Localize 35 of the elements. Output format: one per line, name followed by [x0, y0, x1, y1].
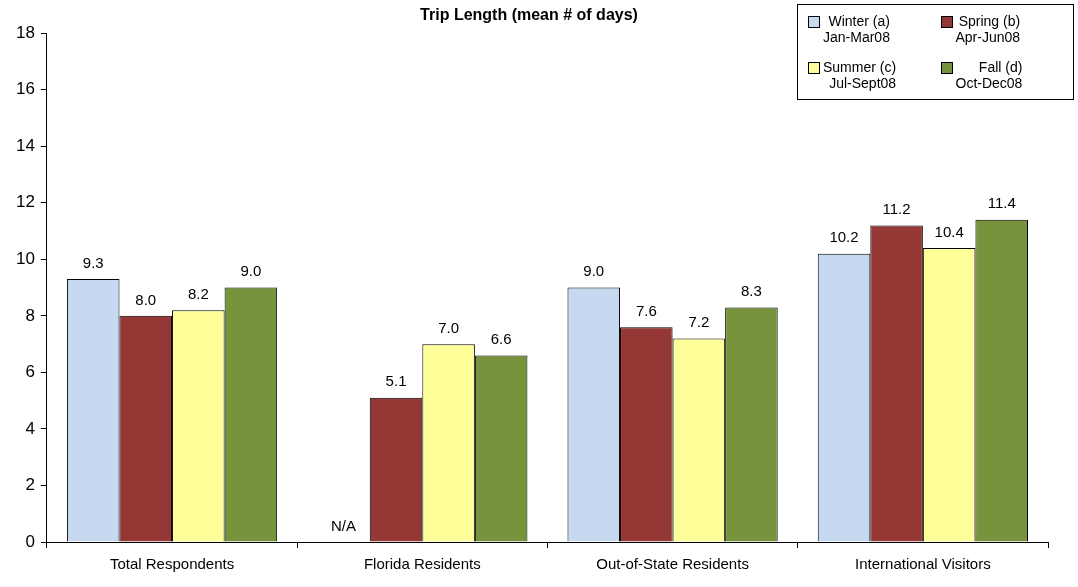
data-label: 10.4 — [934, 222, 964, 240]
y-tick-label: 6 — [25, 362, 35, 382]
x-tick-label: Florida Residents — [363, 555, 481, 573]
data-label: 11.2 — [882, 200, 911, 218]
y-tick-label: 2 — [25, 475, 35, 495]
data-label: 8.2 — [187, 284, 209, 302]
y-tick-label: 8 — [25, 305, 35, 325]
data-label: 7.6 — [635, 301, 657, 319]
data-label: 10.2 — [829, 228, 859, 246]
legend-label: Summer (c) Jul-Sept08 — [823, 59, 897, 91]
data-label: 11.4 — [987, 194, 1016, 212]
y-tick-label: 14 — [15, 135, 35, 155]
data-label: 9.0 — [240, 262, 262, 280]
legend-label: Winter (a) Jan-Mar08 — [823, 13, 890, 45]
data-label: 6.6 — [490, 330, 512, 348]
y-tick-label: 4 — [25, 418, 35, 438]
data-label: 9.3 — [82, 253, 104, 271]
legend-label: Fall (d) Oct-Dec08 — [955, 59, 1023, 91]
data-label: 9.0 — [583, 262, 605, 280]
legend-label: Spring (b) Apr-Jun08 — [955, 13, 1021, 45]
text: N/A — [330, 516, 356, 534]
chart-title: Trip Length (mean # of days) — [420, 6, 638, 24]
y-tick-label: 16 — [15, 79, 35, 99]
data-label: 7.0 — [438, 318, 460, 336]
x-tick-label: International Visitors — [855, 555, 991, 573]
x-tick-label: Total Respondents — [109, 555, 235, 573]
data-label: 7.2 — [688, 313, 710, 331]
x-tick-label: Out-of-State Residents — [596, 555, 749, 573]
y-tick-label: 0 — [25, 531, 35, 551]
data-label: 5.1 — [385, 372, 407, 390]
data-label: 8.0 — [135, 290, 157, 308]
y-tick-label: 12 — [15, 192, 35, 212]
y-tick-label: 10 — [15, 249, 35, 269]
data-label: 8.3 — [741, 282, 762, 300]
y-tick-label: 18 — [15, 22, 35, 42]
